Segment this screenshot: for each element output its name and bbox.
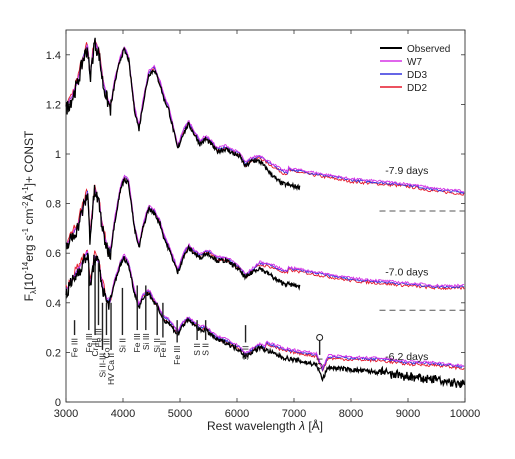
legend-label: W7 — [407, 57, 422, 68]
line-id-label: S II — [201, 343, 211, 356]
legend-label: DD3 — [407, 70, 427, 81]
line-id-label: S II — [192, 343, 202, 356]
y-tick-label: 0.4 — [46, 298, 61, 310]
epoch-label: -6.2 days — [385, 351, 428, 363]
line-id-label: HV Ca II — [106, 353, 116, 385]
x-tick-label: 6000 — [225, 408, 249, 420]
spectrum-observed-line — [65, 37, 301, 191]
legend-label: Observed — [407, 44, 450, 55]
line-id-label: Cr III — [90, 338, 100, 356]
x-tick-label: 10000 — [450, 408, 481, 420]
line-id-label: Fe III — [93, 328, 103, 347]
spectra-lines — [65, 37, 466, 389]
line-id-label: Fe III — [84, 333, 94, 352]
line-id-label: O I — [315, 358, 325, 369]
epoch-label: -7.0 days — [385, 267, 428, 279]
spectrum-observed-line — [65, 252, 466, 389]
y-tick-label: 1.4 — [46, 50, 61, 62]
y-axis-title: Fλ[10-14erg s-1 cm-2Å-1]+ CONST — [21, 130, 38, 301]
epoch-label: -7.9 days — [385, 165, 428, 177]
zero-level-markers — [379, 210, 465, 311]
x-tick-label: 3000 — [54, 408, 78, 420]
line-id-label: Fe III — [70, 338, 80, 357]
line-id-label: Si II — [117, 338, 127, 353]
legend-label: DD2 — [407, 83, 427, 94]
x-tick-label: 4000 — [111, 408, 135, 420]
x-tick-label: 5000 — [168, 408, 192, 420]
y-tick-label: 0 — [55, 397, 61, 409]
tick-marks — [65, 30, 466, 403]
epoch-labels: -7.9 days -7.0 days -6.2 days — [385, 165, 428, 363]
line-id-label: Fe III — [132, 333, 142, 352]
y-tick-label: 0.2 — [46, 347, 61, 359]
y-tick-labels: 0 0.2 0.4 0.6 0.8 1 1.2 1.4 — [46, 50, 61, 409]
line-id-label: Si III — [141, 333, 151, 350]
spectrum-observed-line — [65, 176, 301, 291]
line-id-label: Si II — [152, 338, 162, 353]
x-tick-label: 8000 — [339, 408, 363, 420]
legend: Observed W7 DD3 DD2 — [380, 44, 450, 94]
y-tick-label: 1 — [55, 149, 61, 161]
line-id-label: Si II-III — [97, 353, 107, 378]
line-id-label: Fe II — [158, 341, 168, 358]
x-tick-label: 9000 — [396, 408, 420, 420]
line-id-label: Si II — [241, 345, 251, 360]
x-axis-title: Rest wavelength λ [Å] — [207, 418, 323, 433]
y-tick-label: 0.6 — [46, 248, 61, 260]
y-tick-label: 1.2 — [46, 99, 61, 111]
line-id-circle — [316, 334, 324, 342]
x-tick-labels: 3000 4000 5000 6000 7000 8000 9000 10000 — [54, 408, 481, 420]
y-tick-label: 0.8 — [46, 199, 61, 211]
x-tick-label: 7000 — [282, 408, 306, 420]
line-id-label: Co III — [101, 338, 111, 358]
line-id-label: Fe III — [172, 345, 182, 364]
